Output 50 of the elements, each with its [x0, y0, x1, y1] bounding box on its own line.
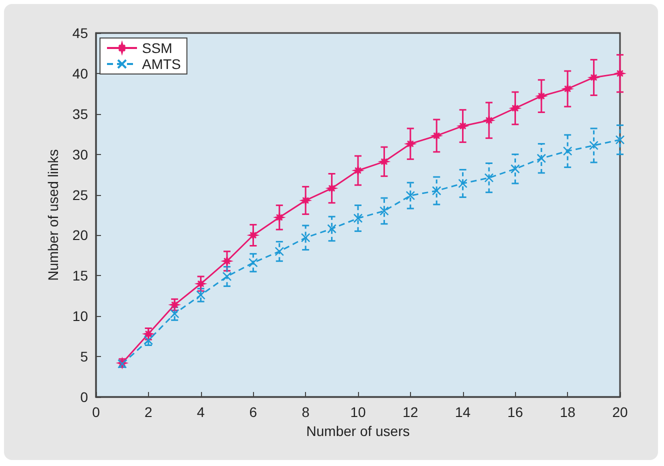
point — [406, 190, 416, 200]
point — [432, 131, 442, 140]
x-tick-label: 12 — [402, 404, 418, 420]
y-axis-title: Number of used links — [45, 149, 61, 281]
y-tick-label: 15 — [72, 268, 88, 284]
x-tick-label: 4 — [196, 404, 205, 420]
x-tick-label: 18 — [560, 404, 576, 420]
x-axis-title: Number of users — [306, 422, 410, 439]
point — [510, 164, 520, 174]
point — [274, 212, 284, 222]
y-tick-label: 0 — [80, 389, 88, 405]
point — [406, 139, 416, 148]
y-tick-label: 45 — [72, 25, 88, 41]
legend-label: AMTS — [142, 56, 181, 72]
point — [327, 224, 336, 234]
point — [484, 116, 494, 126]
y-tick-label: 30 — [72, 146, 88, 162]
legend-label: SSM — [142, 40, 172, 56]
point — [536, 91, 546, 101]
x-tick-label: 20 — [612, 404, 628, 420]
x-tick-label: 10 — [350, 404, 366, 420]
x-tick-label: 14 — [455, 404, 471, 420]
x-tick-label: 8 — [302, 404, 310, 420]
point — [432, 186, 442, 196]
y-tick-label: 35 — [72, 106, 88, 122]
point — [615, 135, 625, 144]
x-tick-label: 6 — [249, 404, 258, 420]
x-tick-label: 16 — [507, 404, 524, 420]
point — [562, 146, 572, 156]
y-tick-label: 40 — [72, 65, 88, 82]
point — [458, 178, 468, 188]
point — [615, 68, 625, 78]
x-tick-label: 0 — [92, 404, 100, 420]
y-tick-label: 5 — [80, 348, 88, 365]
point — [562, 84, 572, 94]
x-tick-label: 2 — [144, 404, 152, 420]
point — [380, 206, 389, 216]
point — [300, 196, 310, 206]
point — [484, 173, 494, 182]
point — [536, 154, 546, 164]
point — [589, 140, 598, 150]
y-tick-label: 20 — [72, 227, 88, 244]
point — [222, 256, 232, 266]
point — [248, 258, 258, 268]
point — [353, 166, 363, 176]
point — [353, 214, 363, 223]
y-tick-label: 10 — [72, 308, 88, 324]
y-tick-label: 25 — [72, 186, 88, 203]
point — [300, 233, 310, 242]
point — [274, 246, 284, 256]
